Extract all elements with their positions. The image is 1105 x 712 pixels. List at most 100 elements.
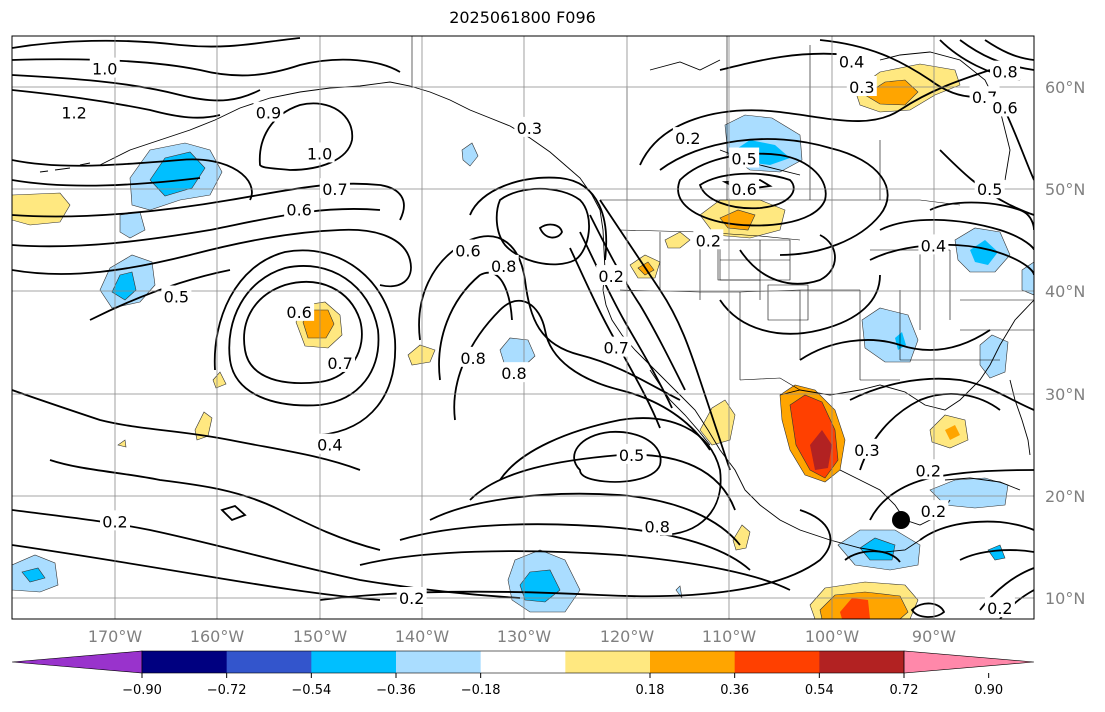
longitude-labels: 170°W 160°W 150°W 140°W 130°W 120°W 110°…	[88, 627, 956, 646]
map-frame	[11, 35, 1035, 620]
contour-label: 0.3	[517, 119, 542, 138]
contour-label-bg	[846, 76, 877, 96]
contour-label: 1.0	[92, 60, 117, 79]
contour-label-bg	[913, 459, 944, 480]
contour-label-bg	[918, 500, 949, 521]
contour-label-bg	[616, 443, 647, 464]
contour-label: 0.4	[839, 52, 864, 71]
contour-label-bg	[729, 178, 760, 199]
contour-label: 0.6	[455, 242, 480, 261]
lat-label: 10°N	[1045, 589, 1085, 608]
storm-position-marker	[892, 511, 910, 529]
colorbar-tick-label: 0.72	[890, 683, 919, 698]
contour-label: 0.5	[977, 180, 1002, 199]
contour-label-bg	[601, 336, 632, 357]
colorbar-tick-label: −0.36	[376, 683, 416, 698]
lon-label: 90°W	[912, 627, 956, 646]
contour-label-bg	[253, 101, 284, 122]
colorbar-tick-label: 0.18	[636, 683, 665, 698]
lon-label: 140°W	[395, 627, 450, 646]
colorbar-tick-label: −0.72	[207, 683, 247, 698]
contour-label: 0.2	[921, 502, 946, 521]
contour-label: 0.3	[849, 78, 874, 97]
contour-label-bg	[396, 587, 427, 607]
contour-label: 0.8	[460, 349, 485, 368]
lon-label: 170°W	[88, 627, 143, 646]
contour-label-bg	[89, 57, 120, 78]
colorbar-tick-label: −0.18	[461, 683, 501, 698]
contour-label: 0.2	[399, 589, 424, 608]
contour-label: 0.6	[286, 201, 311, 220]
colorbar-segment	[396, 651, 482, 673]
colorbar: −0.90 −0.72 −0.54 −0.36 −0.18 0.18 0.36 0.54 0.7…	[11, 650, 1035, 698]
contour-label: 0.8	[992, 63, 1017, 82]
contour-label-bg	[836, 50, 867, 71]
contour-label-bg	[458, 346, 489, 367]
contour-label-bg	[284, 300, 315, 321]
contour-label: 0.7	[604, 339, 629, 358]
anomaly-fills	[12, 63, 1034, 619]
contour-label: 0.2	[987, 599, 1012, 618]
colorbar-segment	[480, 651, 566, 673]
lat-label: 40°N	[1045, 282, 1085, 301]
contour-label-bg	[974, 178, 1005, 199]
contour-label-bg	[325, 351, 356, 372]
contour-label: 0.6	[731, 180, 756, 199]
contour-label-bg	[319, 178, 350, 199]
contour-label-bg	[284, 198, 315, 219]
colorbar-segment	[226, 651, 312, 673]
contour-label: 0.2	[696, 231, 721, 250]
contour-label: 0.7	[327, 354, 352, 373]
colorbar-tick-label: 0.90	[974, 683, 1003, 698]
colorbar-segment	[650, 651, 736, 673]
contour-label: 0.6	[992, 98, 1017, 117]
contour-label: 0.8	[501, 364, 526, 383]
colorbar-outline	[141, 650, 905, 674]
colorbar-segment	[142, 651, 228, 673]
lon-label: 100°W	[805, 627, 860, 646]
contour-label-bg	[990, 60, 1021, 81]
colorbar-segment	[311, 651, 397, 673]
contour-label-bg	[100, 510, 130, 531]
colorbar-segment	[734, 651, 820, 673]
contour-label-bg	[59, 101, 90, 122]
contour-label: 0.6	[286, 303, 311, 322]
contour-label-bg	[514, 116, 545, 137]
contour-label: 0.5	[164, 288, 189, 307]
colorbar-extend-low	[11, 650, 143, 674]
contour-label: 0.5	[731, 150, 756, 169]
contour-label-bg	[990, 96, 1021, 117]
colorbar-tick-label: −0.54	[291, 683, 331, 698]
contour-label-bg	[693, 229, 724, 250]
lon-label: 160°W	[190, 627, 245, 646]
contour-label-bg	[452, 239, 483, 260]
contour-label: 0.4	[317, 436, 342, 455]
colorbar-tick-label: 0.54	[805, 683, 834, 698]
lon-label: 120°W	[600, 627, 655, 646]
latitude-labels: 60°N 50°N 40°N 30°N 20°N 10°N	[1045, 78, 1085, 608]
contour-label: 0.2	[102, 512, 127, 531]
colorbar-segment	[565, 651, 651, 673]
contour-label-bg	[729, 147, 760, 168]
contour-label: 0.8	[644, 517, 669, 536]
colorbar-extend-high	[903, 650, 1035, 674]
gridlines	[12, 36, 1034, 619]
contour-label-bg	[672, 127, 703, 148]
contour-label: 0.7	[322, 180, 347, 199]
contour-label: 0.4	[921, 236, 946, 255]
contour-label-bg	[488, 254, 519, 275]
lat-label: 20°N	[1045, 487, 1085, 506]
contour-label-bg	[984, 597, 1015, 618]
contour-label: 1.0	[307, 144, 332, 163]
contour-label: 0.2	[598, 267, 623, 286]
lat-label: 50°N	[1045, 180, 1085, 199]
contour-lines	[12, 37, 1034, 619]
lon-label: 110°W	[702, 627, 757, 646]
contour-label-bg	[596, 265, 627, 286]
contour-label: 0.9	[256, 104, 281, 123]
lon-label: 130°W	[497, 627, 552, 646]
map-title: 2025061800 F096	[449, 8, 596, 27]
contour-label-bg	[498, 362, 529, 383]
colorbar-segment	[819, 651, 905, 673]
